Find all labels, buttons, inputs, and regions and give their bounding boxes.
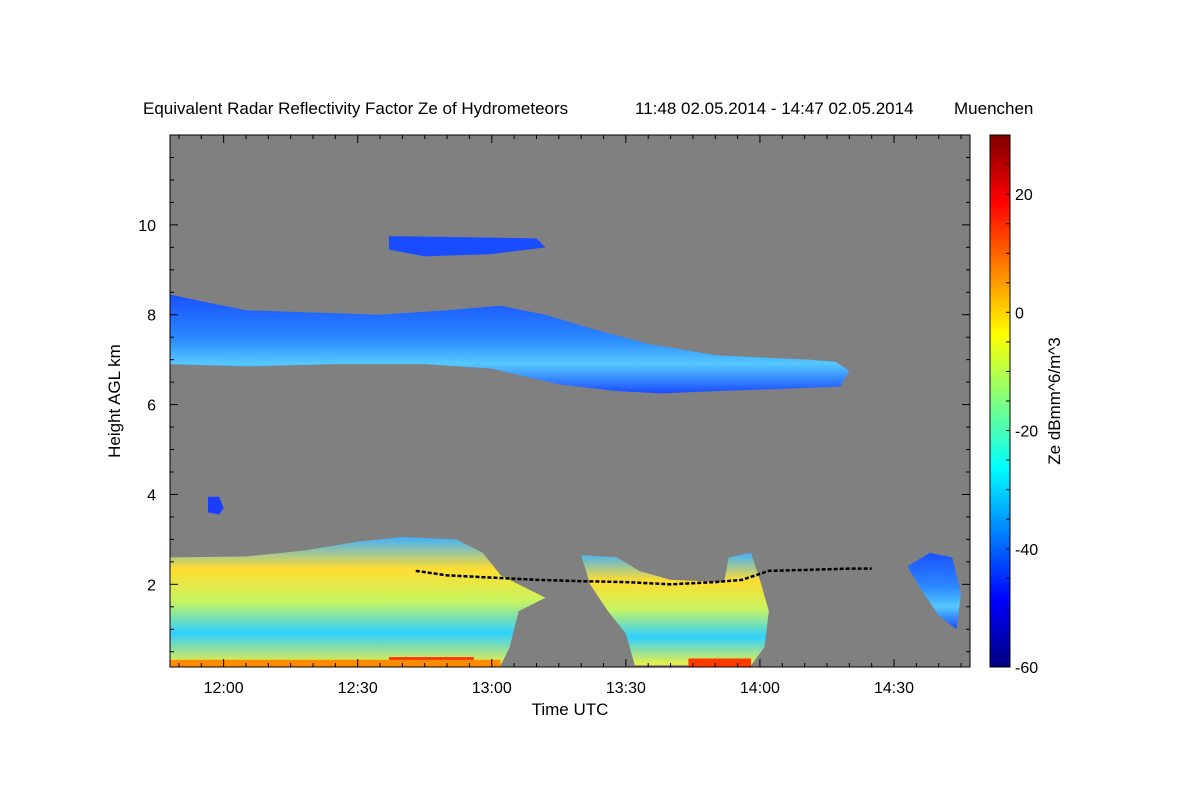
y-tick-label: 2 xyxy=(147,577,156,594)
cirrus-patches xyxy=(388,236,546,257)
right-edge-cloud xyxy=(907,552,962,630)
surface-high-reflectivity-2 xyxy=(688,658,752,667)
time-range-label: 11:48 02.05.2014 - 14:47 02.05.2014 xyxy=(635,99,914,118)
y-tick-label: 10 xyxy=(138,218,156,235)
colorbar-tick-label: -20 xyxy=(1015,424,1038,441)
x-tick-label: 14:00 xyxy=(740,680,780,697)
colorbar-axis: 20 0 -20 -40 -60 xyxy=(1006,164,1038,677)
x-tick-label: 14:30 xyxy=(874,680,914,697)
chart-title: Equivalent Radar Reflectivity Factor Ze … xyxy=(143,99,568,118)
colorbar-tick-label: 20 xyxy=(1015,187,1033,204)
colorbar-tick-label: 0 xyxy=(1015,305,1024,322)
precipitation-region-1 xyxy=(170,537,546,666)
mid-level-blob xyxy=(207,496,224,515)
y-tick-label: 6 xyxy=(147,398,156,415)
x-axis-label: Time UTC xyxy=(532,700,609,719)
axes: 12:00 12:30 13:00 13:30 14:00 14:30 2 4 6 8 10 xyxy=(138,134,970,697)
reflectivity-field xyxy=(170,236,962,667)
colorbar-tick-label: -60 xyxy=(1015,660,1038,677)
x-tick-label: 13:00 xyxy=(472,680,512,697)
x-tick-label: 13:30 xyxy=(606,680,646,697)
cloud-base-line xyxy=(415,567,872,586)
x-tick-label: 12:00 xyxy=(204,680,244,697)
colorbar-tick-label: -40 xyxy=(1015,542,1038,559)
colorbar-label: Ze dBmm^6/m^3 xyxy=(1045,337,1064,464)
y-tick-label: 8 xyxy=(147,308,156,325)
y-axis-label: Height AGL km xyxy=(105,344,124,458)
location-label: Muenchen xyxy=(954,99,1033,118)
y-tick-label: 4 xyxy=(147,487,156,504)
upper-cloud-layer xyxy=(170,294,850,394)
x-tick-label: 12:30 xyxy=(338,680,378,697)
plot-frame xyxy=(169,134,971,668)
